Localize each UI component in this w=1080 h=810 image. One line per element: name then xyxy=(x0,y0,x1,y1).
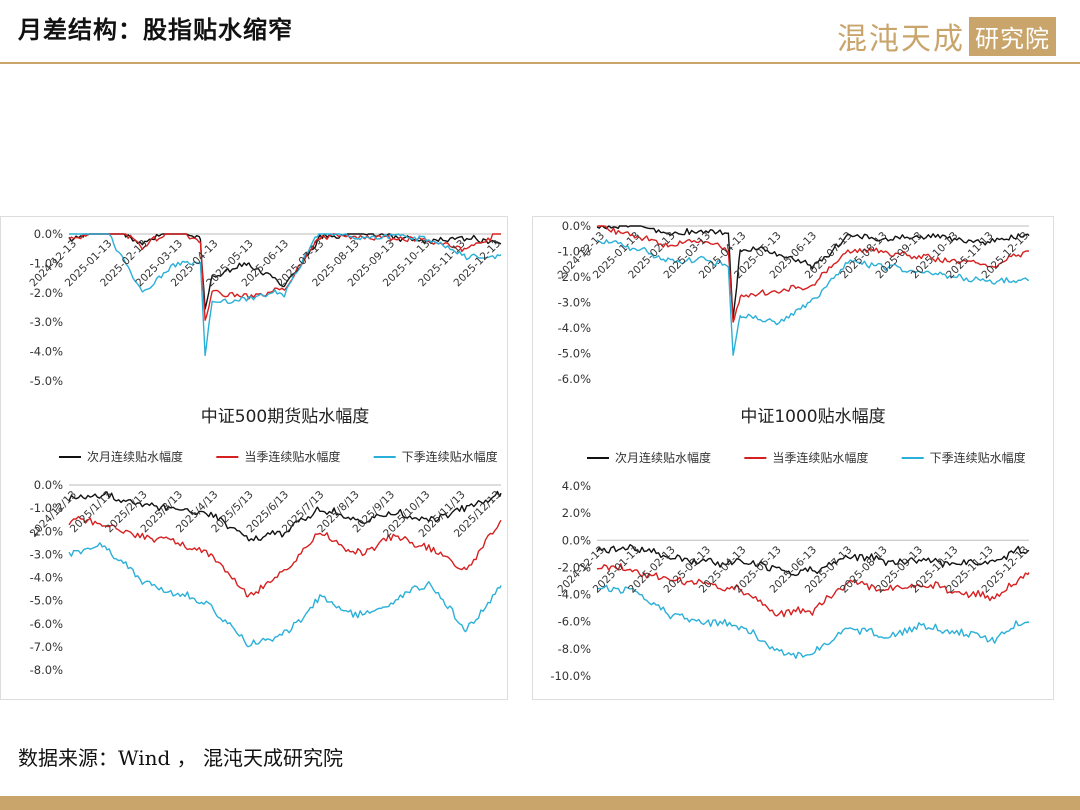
chart-panel-right: 0.0% -1.0% -2.0% -3.0% -4.0% -5.0% -6.0% 2024-1… xyxy=(532,216,1054,700)
legend-label: 当季连续贴水幅度 xyxy=(244,449,340,464)
chart-title: 中证1000贴水幅度 xyxy=(740,407,885,427)
chart-csi1000-continuous: 0.0%-1.0%-2.0%-3.0%-4.0%-5.0%-6.0%2024-1… xyxy=(555,219,1031,386)
legend-label: 当季连续贴水幅度 xyxy=(772,450,868,465)
y-tick-label: -4.0% xyxy=(30,571,63,585)
series-line xyxy=(596,239,1030,356)
legend-label: 下季连续贴水幅度 xyxy=(930,450,1026,465)
y-tick-label: -4.0% xyxy=(558,321,591,335)
y-tick-label: -1.0% xyxy=(30,256,63,270)
y-tick-label: -1.0% xyxy=(558,245,591,259)
y-tick-label: -2.0% xyxy=(558,270,591,284)
y-tick-label: -6.0% xyxy=(558,372,591,386)
source-note: 数据来源：Wind ， 混沌天成研究院 xyxy=(18,746,343,770)
series-line xyxy=(596,225,1030,321)
series-line xyxy=(69,233,502,357)
y-tick-label: -8.0% xyxy=(558,642,591,656)
y-tick-label: -2.0% xyxy=(558,560,591,574)
series-line xyxy=(68,542,502,648)
y-tick-label: 0.0% xyxy=(34,227,63,241)
y-tick-label: -1.0% xyxy=(30,501,63,515)
y-tick-label: -5.0% xyxy=(30,594,63,608)
logo-script: 混沌天成 xyxy=(837,22,965,57)
legend-label: 次月连续贴水幅度 xyxy=(615,450,711,465)
y-tick-label: 4.0% xyxy=(562,479,591,493)
series-line xyxy=(68,490,502,542)
header-divider xyxy=(0,62,1080,64)
page-title: 月差结构：股指贴水缩窄 xyxy=(18,15,293,44)
legend-label: 下季连续贴水幅度 xyxy=(402,449,498,464)
chart-panel-right-svg: 0.0%-1.0%-2.0%-3.0%-4.0%-5.0%-6.0%2024-1… xyxy=(550,219,1031,683)
y-tick-label: -7.0% xyxy=(30,640,63,654)
y-tick-label: 2.0% xyxy=(562,506,591,520)
series-line xyxy=(596,225,1030,323)
series-line xyxy=(596,584,1030,659)
series-line xyxy=(68,515,502,598)
legend-label: 次月连续贴水幅度 xyxy=(87,449,183,464)
y-tick-label: -3.0% xyxy=(30,547,63,561)
chart-panel-left: 0.0% -1.0% -2.0% -3.0% -4.0% -5.0% 2024-12-13 2… xyxy=(0,216,508,700)
y-tick-label: -10.0% xyxy=(550,669,591,683)
y-tick-label: 0.0% xyxy=(562,533,591,547)
y-tick-label: -2.0% xyxy=(30,286,63,300)
logo: 混沌天成 研究院 xyxy=(837,14,1056,58)
series-line xyxy=(68,233,501,321)
y-tick-label: -5.0% xyxy=(30,374,63,388)
y-tick-label: -3.0% xyxy=(30,315,63,329)
y-tick-label: 0.0% xyxy=(34,478,63,492)
y-tick-label: -5.0% xyxy=(558,347,591,361)
y-tick-label: -4.0% xyxy=(558,588,591,602)
series-line xyxy=(596,563,1030,618)
logo-box: 研究院 xyxy=(969,16,1056,56)
y-tick-label: -4.0% xyxy=(30,345,63,359)
series-line xyxy=(596,544,1030,577)
y-tick-label: -6.0% xyxy=(30,617,63,631)
y-tick-label: -8.0% xyxy=(30,663,63,677)
y-tick-label: -3.0% xyxy=(558,296,591,310)
chart-panel-left-svg: 0.0%-1.0%-2.0%-3.0%-4.0%-5.0%2024-12-132… xyxy=(27,227,503,677)
y-tick-label: -2.0% xyxy=(30,524,63,538)
chart-title: 中证500期货贴水幅度 xyxy=(201,407,369,427)
chart-csi500-continuous: 0.0%-1.0%-2.0%-3.0%-4.0%-5.0%2024-12-132… xyxy=(27,227,503,388)
y-tick-label: 0.0% xyxy=(562,219,591,233)
footer-bar xyxy=(0,796,1080,810)
y-tick-label: -6.0% xyxy=(558,615,591,629)
